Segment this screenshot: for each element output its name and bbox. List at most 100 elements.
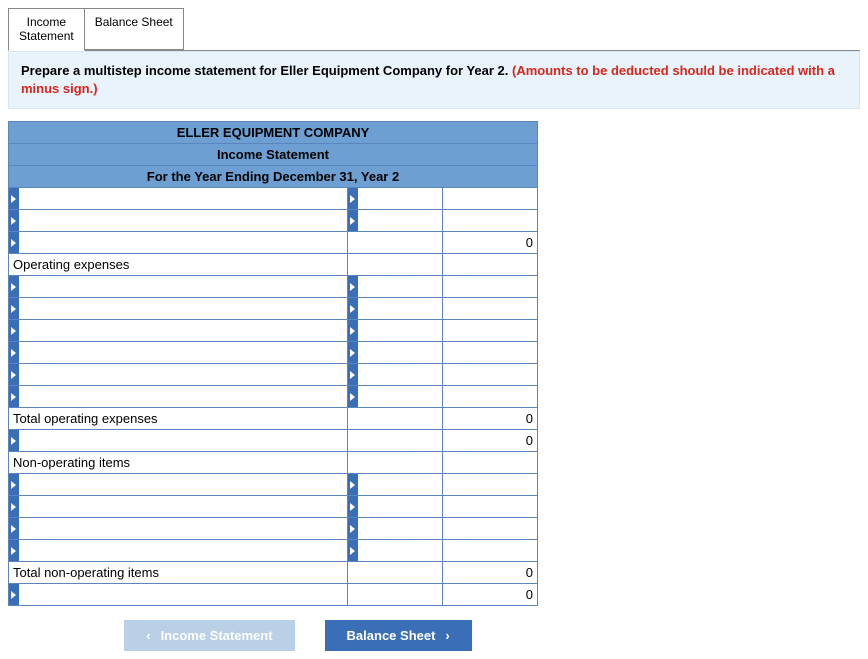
- opex-row-4-label[interactable]: [9, 342, 348, 364]
- nonop-row-4-total[interactable]: [442, 540, 537, 562]
- opex-row-5-amount[interactable]: [347, 364, 442, 386]
- total-nonop-amount: [347, 562, 442, 584]
- row-3-label[interactable]: [9, 232, 348, 254]
- dropdown-arrow-icon: [348, 342, 358, 363]
- nonop-row-1-label[interactable]: [9, 474, 348, 496]
- tab-income-statement[interactable]: Income Statement: [8, 8, 85, 51]
- dropdown-arrow-icon: [348, 210, 358, 231]
- final-row-total: 0: [442, 584, 537, 606]
- opex-row-6-total[interactable]: [442, 386, 537, 408]
- nonop-row-3-label[interactable]: [9, 518, 348, 540]
- opex-row-1-label[interactable]: [9, 276, 348, 298]
- dropdown-arrow-icon: [9, 540, 19, 561]
- nonop-row-2-total[interactable]: [442, 496, 537, 518]
- total-opex-amount: [347, 408, 442, 430]
- opex-row-3-label[interactable]: [9, 320, 348, 342]
- opex-row-4-total[interactable]: [442, 342, 537, 364]
- nonop-row-1-amount[interactable]: [347, 474, 442, 496]
- subtotal-row-total: 0: [442, 430, 537, 452]
- income-statement-table: ELLER EQUIPMENT COMPANY Income Statement…: [8, 121, 538, 606]
- row-2-label[interactable]: [9, 210, 348, 232]
- nonop-row-3-amount[interactable]: [347, 518, 442, 540]
- total-nonop-value: 0: [442, 562, 537, 584]
- section-total-non-operating-items: Total non-operating items: [9, 562, 348, 584]
- opex-row-2-total[interactable]: [442, 298, 537, 320]
- header-period: For the Year Ending December 31, Year 2: [9, 166, 538, 188]
- nonop-row-2-amount[interactable]: [347, 496, 442, 518]
- dropdown-arrow-icon: [9, 518, 19, 539]
- prompt-text: Prepare a multistep income statement for…: [21, 63, 512, 78]
- opex-row-2-amount[interactable]: [347, 298, 442, 320]
- dropdown-arrow-icon: [348, 540, 358, 561]
- prompt-box: Prepare a multistep income statement for…: [8, 51, 860, 109]
- header-title: Income Statement: [9, 144, 538, 166]
- row-3-total: 0: [442, 232, 537, 254]
- opex-row-6-amount[interactable]: [347, 386, 442, 408]
- dropdown-arrow-icon: [9, 210, 19, 231]
- dropdown-arrow-icon: [348, 276, 358, 297]
- prev-button-label: Income Statement: [161, 628, 273, 643]
- dropdown-arrow-icon: [9, 584, 19, 605]
- dropdown-arrow-icon: [9, 320, 19, 341]
- dropdown-arrow-icon: [348, 496, 358, 517]
- dropdown-arrow-icon: [9, 232, 19, 253]
- nonop-row-3-total[interactable]: [442, 518, 537, 540]
- nonop-header-amount: [347, 452, 442, 474]
- nonop-header-total: [442, 452, 537, 474]
- dropdown-arrow-icon: [348, 364, 358, 385]
- opex-row-6-label[interactable]: [9, 386, 348, 408]
- dropdown-arrow-icon: [348, 474, 358, 495]
- tab-strip: Income Statement Balance Sheet: [8, 8, 860, 51]
- row-1-label[interactable]: [9, 188, 348, 210]
- tab-balance-sheet[interactable]: Balance Sheet: [84, 8, 184, 50]
- dropdown-arrow-icon: [9, 474, 19, 495]
- section-total-operating-expenses: Total operating expenses: [9, 408, 348, 430]
- nonop-row-1-total[interactable]: [442, 474, 537, 496]
- chevron-right-icon: ›: [445, 628, 449, 643]
- opex-row-2-label[interactable]: [9, 298, 348, 320]
- opex-row-3-amount[interactable]: [347, 320, 442, 342]
- dropdown-arrow-icon: [348, 320, 358, 341]
- nav-row: ‹ Income Statement Balance Sheet ›: [8, 620, 588, 651]
- dropdown-arrow-icon: [348, 386, 358, 407]
- opex-row-1-amount[interactable]: [347, 276, 442, 298]
- row-1-total[interactable]: [442, 188, 537, 210]
- dropdown-arrow-icon: [9, 496, 19, 517]
- dropdown-arrow-icon: [9, 364, 19, 385]
- row-1-amount[interactable]: [347, 188, 442, 210]
- subtotal-row-label[interactable]: [9, 430, 348, 452]
- row-2-amount[interactable]: [347, 210, 442, 232]
- prev-button: ‹ Income Statement: [124, 620, 294, 651]
- row-2-total[interactable]: [442, 210, 537, 232]
- opex-row-1-total[interactable]: [442, 276, 537, 298]
- chevron-left-icon: ‹: [146, 628, 150, 643]
- final-row-label[interactable]: [9, 584, 348, 606]
- nonop-row-2-label[interactable]: [9, 496, 348, 518]
- opex-row-5-total[interactable]: [442, 364, 537, 386]
- dropdown-arrow-icon: [9, 188, 19, 209]
- dropdown-arrow-icon: [348, 298, 358, 319]
- nonop-row-4-amount[interactable]: [347, 540, 442, 562]
- section-operating-expenses: Operating expenses: [9, 254, 348, 276]
- dropdown-arrow-icon: [9, 298, 19, 319]
- dropdown-arrow-icon: [348, 518, 358, 539]
- dropdown-arrow-icon: [9, 342, 19, 363]
- subtotal-row-amount[interactable]: [347, 430, 442, 452]
- opex-row-3-total[interactable]: [442, 320, 537, 342]
- total-opex-value: 0: [442, 408, 537, 430]
- dropdown-arrow-icon: [9, 276, 19, 297]
- opex-row-5-label[interactable]: [9, 364, 348, 386]
- row-3-amount[interactable]: [347, 232, 442, 254]
- header-company: ELLER EQUIPMENT COMPANY: [9, 122, 538, 144]
- opex-header-total: [442, 254, 537, 276]
- nonop-row-4-label[interactable]: [9, 540, 348, 562]
- next-button-label: Balance Sheet: [347, 628, 436, 643]
- final-row-amount[interactable]: [347, 584, 442, 606]
- section-non-operating-items: Non-operating items: [9, 452, 348, 474]
- dropdown-arrow-icon: [348, 188, 358, 209]
- next-button[interactable]: Balance Sheet ›: [325, 620, 472, 651]
- dropdown-arrow-icon: [9, 430, 19, 451]
- opex-header-amount: [347, 254, 442, 276]
- opex-row-4-amount[interactable]: [347, 342, 442, 364]
- dropdown-arrow-icon: [9, 386, 19, 407]
